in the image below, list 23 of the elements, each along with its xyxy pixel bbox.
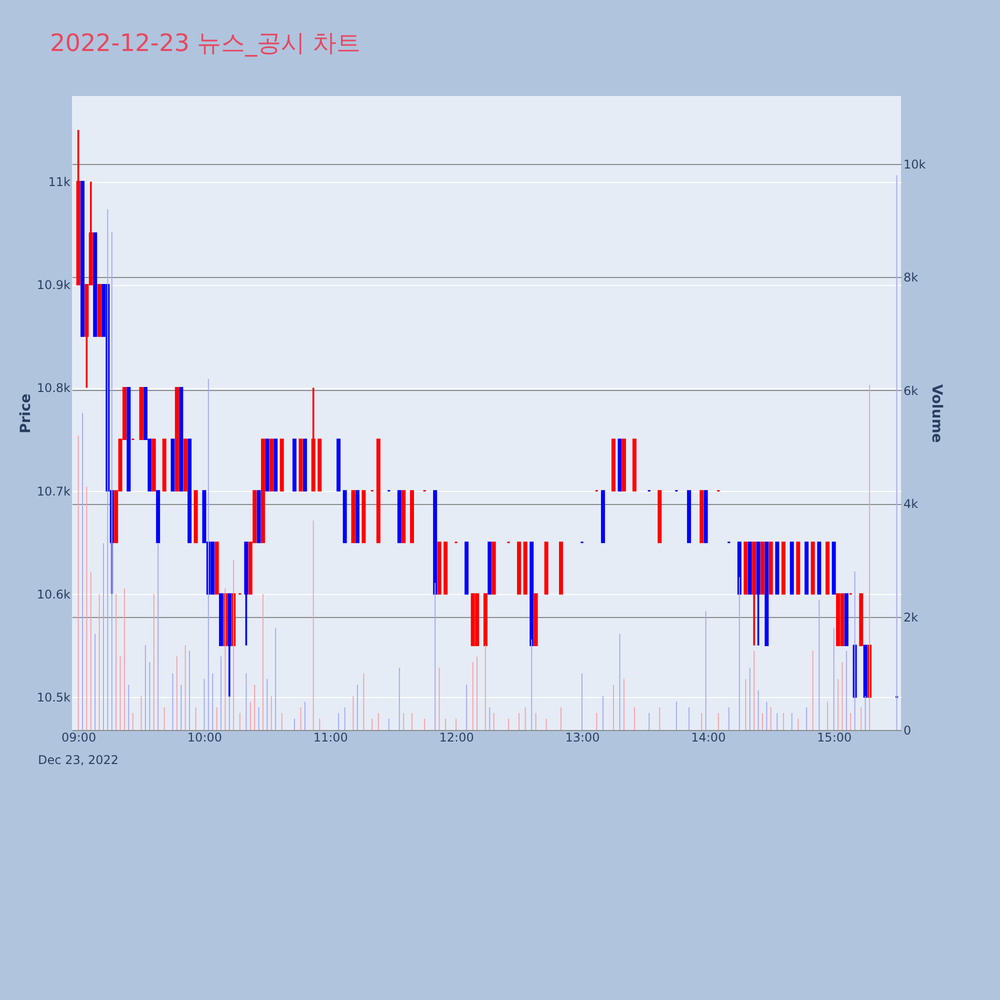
y-axis-title: Price [18,394,34,434]
x-tick-label: 15:00 [817,730,852,744]
y2-tick-label: 8k [904,270,918,285]
y-tick-label: 10.6k [36,587,71,602]
y2-tick-label: 10k [904,157,926,172]
x-tick-label: 12:00 [439,730,474,744]
y2-tick-label: 6k [904,384,918,398]
x-tick-label: 11:00 [313,730,348,744]
y2-tick-label: 2k [904,610,918,624]
y-tick-label: 10.9k [36,278,71,292]
y-tick-label: 11k [48,175,71,190]
y-tick-label: 10.8k [36,381,71,396]
text: Dec 23, 2022 [38,753,119,767]
x-tick-label: 13:00 [565,730,600,744]
x-tick-label: 09:00 [62,730,96,744]
y2-axis-title: Volume [928,384,945,443]
y2-tick-label: 4k [904,497,918,512]
chart-title: 2022-12-23 뉴스_공시 차트 [50,29,361,57]
x-tick-label: 10:00 [187,730,222,744]
y2-tick-label: 0 [904,724,912,738]
x-tick-label: 14:00 [691,730,726,744]
y-tick-label: 10.5k [36,690,71,705]
y-tick-label: 10.7k [36,484,71,498]
